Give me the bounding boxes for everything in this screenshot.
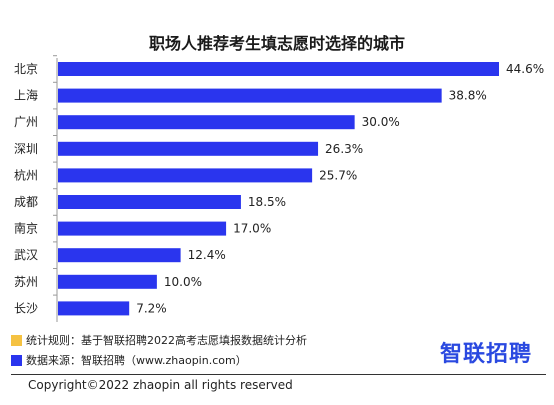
bar	[58, 301, 130, 316]
category-label: 北京	[14, 62, 38, 76]
category-label: 长沙	[14, 301, 38, 315]
chart-title: 职场人推荐考生填志愿时选择的城市	[148, 34, 405, 53]
bar	[58, 62, 499, 76]
bar	[58, 195, 241, 209]
bar	[58, 88, 442, 103]
bar	[58, 248, 181, 263]
bar-chart: 北京 44.6% 上海 38.8% 广州 30.0% 深圳 26.3% 杭州 25.7% 成都 18.…	[14, 55, 544, 322]
value-label: 38.8%	[449, 89, 487, 103]
source-note: 数据来源：智联招聘（www.zhaopin.com）	[11, 352, 247, 368]
category-label: 杭州	[14, 167, 38, 182]
category-label: 深圳	[14, 142, 38, 156]
bar	[58, 141, 319, 156]
category-label: 广州	[14, 115, 38, 129]
category-label: 成都	[14, 195, 38, 209]
bar	[58, 168, 313, 183]
bar	[58, 274, 157, 289]
value-label: 17.0%	[233, 222, 271, 236]
category-label: 上海	[14, 88, 38, 103]
bar	[58, 221, 227, 236]
category-label: 武汉	[14, 248, 38, 262]
source-swatch	[11, 354, 22, 366]
value-label: 30.0%	[362, 115, 400, 129]
rule-note-text: 统计规则：基于智联招聘2022高考志愿填报数据统计分析	[26, 334, 307, 347]
category-label: 南京	[14, 221, 38, 236]
value-label: 12.4%	[188, 248, 226, 262]
bar	[58, 115, 355, 130]
copyright: Copyright©2022 zhaopin all rights reserv…	[28, 378, 293, 392]
value-label: 44.6%	[506, 62, 544, 76]
footer-divider	[11, 374, 546, 375]
brand-logo: 智联招聘	[440, 342, 533, 367]
value-label: 25.7%	[319, 168, 357, 182]
value-label: 7.2%	[136, 301, 167, 315]
source-note-text: 数据来源：智联招聘（www.zhaopin.com）	[26, 354, 247, 367]
value-label: 18.5%	[248, 195, 286, 209]
value-label: 26.3%	[325, 142, 363, 156]
rule-note: 统计规则：基于智联招聘2022高考志愿填报数据统计分析	[11, 332, 307, 348]
rule-swatch	[11, 334, 22, 346]
category-label: 苏州	[14, 275, 38, 289]
value-label: 10.0%	[164, 275, 202, 289]
